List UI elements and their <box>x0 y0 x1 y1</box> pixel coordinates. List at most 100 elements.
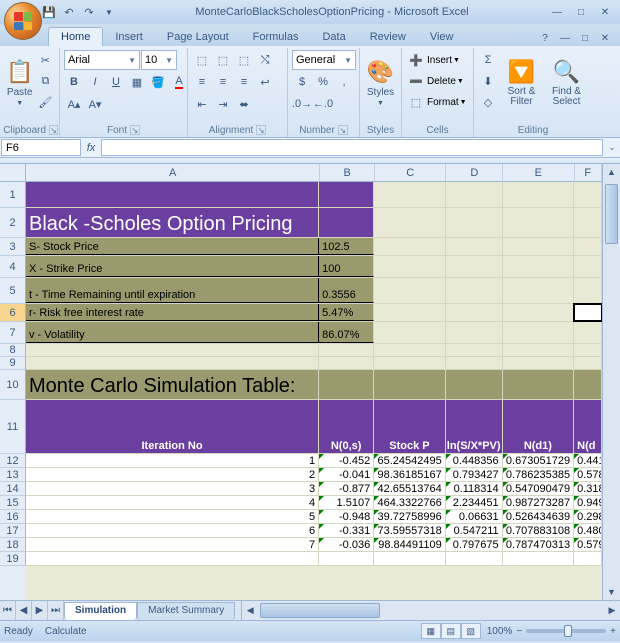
col-header-stockp[interactable]: Stock P <box>374 400 445 453</box>
column-header[interactable]: C <box>375 164 446 182</box>
autosum-icon[interactable]: Σ <box>478 50 498 70</box>
ribbon-minimize-icon[interactable]: — <box>556 30 574 46</box>
align-top-icon[interactable]: ⬚ <box>192 50 212 70</box>
sheet-tab-simulation[interactable]: Simulation <box>64 602 137 620</box>
font-name-combo[interactable]: Arial▼ <box>64 50 140 70</box>
increase-decimal-icon[interactable]: .0→ <box>292 94 312 114</box>
underline-button[interactable]: U <box>106 72 126 92</box>
row-header[interactable]: 7 <box>0 322 26 344</box>
font-launcher-icon[interactable]: ↘ <box>130 125 140 135</box>
ribbon-help-icon[interactable]: ? <box>536 30 554 46</box>
data-ln[interactable]: 0.547211 <box>446 524 503 537</box>
row-header[interactable]: 18 <box>0 538 26 552</box>
zoom-out-icon[interactable]: − <box>516 626 522 637</box>
cell[interactable] <box>26 344 319 356</box>
data-nd1[interactable]: 0.787470313 <box>503 538 574 551</box>
column-header[interactable]: F <box>575 164 602 182</box>
format-cells-icon[interactable]: ⬚ <box>406 92 426 112</box>
cell[interactable] <box>446 238 503 255</box>
data-n0s[interactable]: 1.5107 <box>319 496 374 509</box>
row-header[interactable]: 19 <box>0 552 26 566</box>
vertical-scrollbar[interactable]: ▲ ▼ <box>602 164 620 600</box>
cell[interactable] <box>319 344 374 356</box>
vscroll-thumb[interactable] <box>605 184 618 244</box>
column-header[interactable]: D <box>446 164 503 182</box>
decrease-decimal-icon[interactable]: ←.0 <box>313 94 333 114</box>
cell[interactable] <box>503 182 574 207</box>
param-label[interactable]: r- Risk free interest rate <box>26 304 319 321</box>
data-ln[interactable]: 0.118314 <box>446 482 503 495</box>
comma-icon[interactable]: , <box>334 72 354 92</box>
row-header[interactable]: 2 <box>0 208 26 238</box>
cell[interactable] <box>374 357 445 369</box>
tab-home[interactable]: Home <box>48 27 103 46</box>
param-value[interactable]: 102.5 <box>319 238 374 255</box>
scroll-left-icon[interactable]: ◀ <box>242 601 258 620</box>
data-stockp[interactable]: 464.3322766 <box>374 496 445 509</box>
data-ln[interactable]: 0.793427 <box>446 468 503 481</box>
row-header[interactable]: 9 <box>0 357 26 370</box>
data-nd1[interactable]: 0.987273287 <box>503 496 574 509</box>
paste-button[interactable]: 📋 Paste ▼ <box>6 50 33 116</box>
cell[interactable] <box>26 552 319 565</box>
cell[interactable] <box>446 278 503 303</box>
cell[interactable] <box>26 357 319 369</box>
clear-icon[interactable]: ◇ <box>478 92 498 112</box>
select-all-corner[interactable] <box>0 164 26 182</box>
row-header[interactable]: 5 <box>0 278 26 304</box>
hscroll-thumb[interactable] <box>260 603 380 618</box>
row-header[interactable]: 16 <box>0 510 26 524</box>
cell[interactable] <box>574 370 602 399</box>
align-bottom-icon[interactable]: ⬚ <box>234 50 254 70</box>
tab-nav-last-icon[interactable]: ⏭ <box>48 601 64 620</box>
cell[interactable] <box>446 304 503 321</box>
cell[interactable] <box>374 552 445 565</box>
data-iteration[interactable]: 1 <box>26 454 319 467</box>
row-header[interactable]: 3 <box>0 238 26 256</box>
cell[interactable] <box>374 370 445 399</box>
cell[interactable] <box>574 256 602 277</box>
minimize-button[interactable]: — <box>546 4 568 20</box>
param-label[interactable]: v - Volatility <box>26 322 319 343</box>
formula-expand-icon[interactable]: ⌄ <box>604 138 620 157</box>
cell[interactable] <box>446 322 503 343</box>
data-iteration[interactable]: 7 <box>26 538 319 551</box>
cell[interactable] <box>374 182 445 207</box>
close-button[interactable]: ✕ <box>594 4 616 20</box>
increase-indent-icon[interactable]: ⇥ <box>213 94 233 114</box>
insert-cells-icon[interactable]: ➕ <box>406 50 426 70</box>
font-color-icon[interactable]: A <box>169 72 189 92</box>
office-button[interactable] <box>4 2 42 40</box>
param-value[interactable]: 86.07% <box>319 322 374 343</box>
alignment-launcher-icon[interactable]: ↘ <box>256 125 266 135</box>
data-nd1[interactable]: 0.673051729 <box>503 454 574 467</box>
cell[interactable] <box>374 208 445 237</box>
col-header-iteration[interactable]: Iteration No <box>26 400 319 453</box>
tab-data[interactable]: Data <box>310 28 357 46</box>
cell[interactable] <box>503 256 574 277</box>
undo-icon[interactable]: ↶ <box>60 3 78 21</box>
italic-button[interactable]: I <box>85 72 105 92</box>
data-nd2[interactable]: 0.949 <box>574 496 602 509</box>
data-n0s[interactable]: -0.948 <box>319 510 374 523</box>
styles-button[interactable]: 🎨 Styles ▼ <box>364 50 397 116</box>
data-nd2[interactable]: 0.318 <box>574 482 602 495</box>
cell[interactable] <box>574 208 602 237</box>
data-nd1[interactable]: 0.547090479 <box>503 482 574 495</box>
cell[interactable] <box>574 278 602 303</box>
pricing-title[interactable]: Black -Scholes Option Pricing <box>26 208 319 237</box>
cell[interactable] <box>446 370 503 399</box>
data-iteration[interactable]: 2 <box>26 468 319 481</box>
tab-nav-first-icon[interactable]: ⏮ <box>0 601 16 620</box>
column-header[interactable]: E <box>503 164 574 182</box>
cell[interactable] <box>319 208 374 237</box>
zoom-level[interactable]: 100% <box>487 626 513 637</box>
save-icon[interactable]: 💾 <box>40 3 58 21</box>
data-ln[interactable]: 0.797675 <box>446 538 503 551</box>
cell[interactable] <box>574 552 602 565</box>
grid[interactable]: Black -Scholes Option PricingS- Stock Pr… <box>26 182 602 600</box>
col-header-ln[interactable]: ln(S/X*PV) <box>446 400 503 453</box>
tab-insert[interactable]: Insert <box>103 28 155 46</box>
cell[interactable] <box>574 182 602 207</box>
format-painter-icon[interactable]: 🖌 <box>35 92 55 112</box>
